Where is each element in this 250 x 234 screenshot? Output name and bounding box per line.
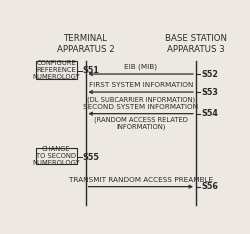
Text: CHANGE
TO SECOND
NUMEROLOGY: CHANGE TO SECOND NUMEROLOGY [32,146,80,166]
Text: (DL SUBCARRIER INFORMATION): (DL SUBCARRIER INFORMATION) [87,96,195,102]
Text: (RANDOM ACCESS RELATED
INFORMATION): (RANDOM ACCESS RELATED INFORMATION) [94,116,188,130]
Text: S55: S55 [82,153,100,162]
Text: SECOND SYSTEM INFORMATION: SECOND SYSTEM INFORMATION [83,104,198,110]
Text: S54: S54 [201,109,218,118]
FancyBboxPatch shape [36,148,77,164]
Text: S52: S52 [201,69,218,79]
Text: CONFIGURE
REFERENCE
NUMEROLOGY: CONFIGURE REFERENCE NUMEROLOGY [32,59,80,80]
FancyBboxPatch shape [36,61,77,79]
Text: S51: S51 [82,66,100,75]
Text: BASE STATION
APPARATUS 3: BASE STATION APPARATUS 3 [165,34,227,54]
Text: EIB (MIB): EIB (MIB) [124,64,157,70]
Text: TRANSMIT RANDOM ACCESS PREAMBLE: TRANSMIT RANDOM ACCESS PREAMBLE [69,177,213,183]
Text: TERMINAL
APPARATUS 2: TERMINAL APPARATUS 2 [56,34,114,54]
Text: FIRST SYSTEM INFORMATION: FIRST SYSTEM INFORMATION [88,82,193,88]
Text: S53: S53 [201,88,218,97]
Text: S56: S56 [201,182,218,191]
